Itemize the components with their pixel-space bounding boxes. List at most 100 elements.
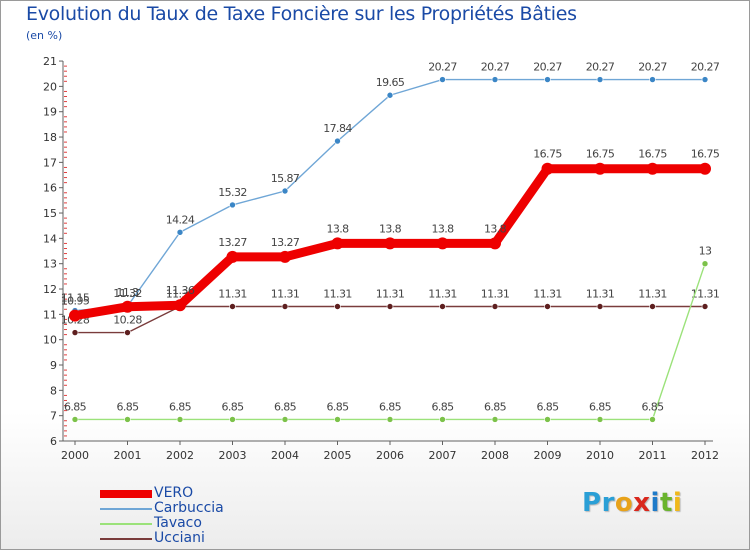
x-tick-label-2010: 2010 xyxy=(586,449,614,462)
data-label-tavaco-2011: 6.85 xyxy=(641,400,664,413)
y-tick-label-11: 11 xyxy=(43,308,57,321)
data-label-vero-2009: 16.75 xyxy=(533,148,562,161)
point-tavaco-2007 xyxy=(439,416,446,423)
proxiti-logo: Proxiti xyxy=(582,488,682,518)
logo-letter-6: i xyxy=(672,488,683,518)
y-tick-label-12: 12 xyxy=(43,283,57,296)
point-vero-2002 xyxy=(174,299,186,312)
data-label-vero-2005: 13.8 xyxy=(326,222,349,235)
data-label-ucciani-2010: 11.31 xyxy=(586,287,615,300)
point-vero-2006 xyxy=(384,237,396,250)
point-vero-2004 xyxy=(279,250,291,263)
data-label-carbuccia-2004: 15.87 xyxy=(271,172,300,185)
point-tavaco-2000 xyxy=(71,416,79,423)
logo-letter-2: o xyxy=(614,488,634,518)
chart-title: Evolution du Taux de Taxe Foncière sur l… xyxy=(26,3,577,25)
legend-label-carbuccia: Carbuccia xyxy=(154,500,224,516)
point-ucciani-2007 xyxy=(439,303,446,310)
x-tick-label-2009: 2009 xyxy=(534,449,562,462)
point-vero-2008 xyxy=(489,237,501,250)
point-vero-2012 xyxy=(699,162,711,175)
point-carbuccia-2007 xyxy=(439,76,446,83)
data-label-vero-2010: 16.75 xyxy=(586,148,615,161)
point-tavaco-2010 xyxy=(596,416,604,423)
point-ucciani-2008 xyxy=(491,303,499,310)
point-ucciani-2005 xyxy=(334,303,341,310)
data-label-tavaco-2003: 6.85 xyxy=(221,400,244,413)
y-tick-label-15: 15 xyxy=(43,207,57,220)
data-label-ucciani-2011: 11.31 xyxy=(638,287,667,300)
point-ucciani-2000 xyxy=(71,329,79,336)
data-label-carbuccia-2000: 11.15 xyxy=(61,292,90,305)
legend-swatch-carbuccia xyxy=(100,508,152,510)
point-ucciani-2010 xyxy=(596,303,604,310)
point-ucciani-2009 xyxy=(544,303,551,310)
point-tavaco-2012 xyxy=(701,260,709,267)
y-tick-label-10: 10 xyxy=(43,334,57,347)
data-label-tavaco-2002: 6.85 xyxy=(169,400,192,413)
data-label-carbuccia-2007: 20.27 xyxy=(428,61,457,74)
point-ucciani-2012 xyxy=(701,303,709,310)
data-label-ucciani-2008: 11.31 xyxy=(481,287,510,300)
y-tick-label-7: 7 xyxy=(50,410,57,423)
point-carbuccia-2004 xyxy=(281,187,289,195)
point-tavaco-2009 xyxy=(544,416,551,423)
point-vero-2003 xyxy=(226,250,239,263)
data-label-carbuccia-2002: 14.24 xyxy=(166,213,195,226)
point-carbuccia-2005 xyxy=(334,137,341,145)
data-label-vero-2000: 10.95 xyxy=(61,295,90,308)
legend-swatch-tavaco xyxy=(100,523,152,525)
legend-swatch-ucciani xyxy=(100,538,152,540)
data-label-vero-2006: 13.8 xyxy=(379,222,402,235)
point-tavaco-2008 xyxy=(491,416,499,423)
y-tick-label-21: 21 xyxy=(43,55,57,68)
point-carbuccia-2011 xyxy=(649,76,656,83)
point-ucciani-2011 xyxy=(649,303,656,310)
data-label-carbuccia-2006: 19.65 xyxy=(376,76,405,89)
y-tick-label-8: 8 xyxy=(50,384,57,397)
legend-item-carbuccia: Carbuccia xyxy=(100,500,320,516)
data-label-ucciani-2009: 11.31 xyxy=(533,287,562,300)
legend-label-ucciani: Ucciani xyxy=(154,530,205,546)
y-tick-label-17: 17 xyxy=(43,156,57,169)
legend-label-tavaco: Tavaco xyxy=(154,515,202,531)
point-carbuccia-2008 xyxy=(491,76,499,83)
chart-subtitle: (en %) xyxy=(26,29,63,42)
data-label-ucciani-2005: 11.31 xyxy=(323,287,352,300)
data-label-ucciani-2012: 11.31 xyxy=(691,287,720,300)
y-tick-label-19: 19 xyxy=(43,106,57,119)
data-label-tavaco-2005: 6.85 xyxy=(326,400,349,413)
legend-item-ucciani: Ucciani xyxy=(100,530,320,546)
chart-legend: VERO Carbuccia Tavaco Ucciani xyxy=(100,485,320,546)
data-label-carbuccia-2011: 20.27 xyxy=(638,61,667,74)
point-carbuccia-2009 xyxy=(544,76,551,83)
data-label-tavaco-2009: 6.85 xyxy=(536,400,559,413)
logo-letter-5: t xyxy=(659,488,673,518)
data-label-carbuccia-2012: 20.27 xyxy=(691,61,720,74)
legend-swatch-vero xyxy=(100,490,152,498)
y-tick-label-14: 14 xyxy=(43,232,57,245)
data-label-tavaco-2010: 6.85 xyxy=(589,400,612,413)
data-label-vero-2004: 13.27 xyxy=(271,236,300,249)
point-tavaco-2011 xyxy=(649,416,656,423)
x-tick-label-2000: 2000 xyxy=(61,449,89,462)
data-label-vero-2012: 16.75 xyxy=(691,148,720,161)
point-vero-2009 xyxy=(541,162,554,175)
data-label-tavaco-2006: 6.85 xyxy=(379,400,402,413)
data-label-vero-2001: 11.3 xyxy=(116,286,139,299)
x-tick-label-2002: 2002 xyxy=(166,449,194,462)
point-vero-2005 xyxy=(331,237,344,250)
legend-item-vero: VERO xyxy=(100,485,320,501)
point-tavaco-2005 xyxy=(334,416,341,423)
data-label-ucciani-2004: 11.31 xyxy=(271,287,300,300)
x-tick-label-2001: 2001 xyxy=(114,449,142,462)
point-vero-2007 xyxy=(436,237,449,250)
point-tavaco-2003 xyxy=(229,416,236,423)
y-tick-label-16: 16 xyxy=(43,182,57,195)
data-label-carbuccia-2003: 15.32 xyxy=(218,186,247,199)
point-carbuccia-2010 xyxy=(596,76,604,83)
x-tick-label-2003: 2003 xyxy=(219,449,247,462)
y-tick-label-13: 13 xyxy=(43,258,57,271)
